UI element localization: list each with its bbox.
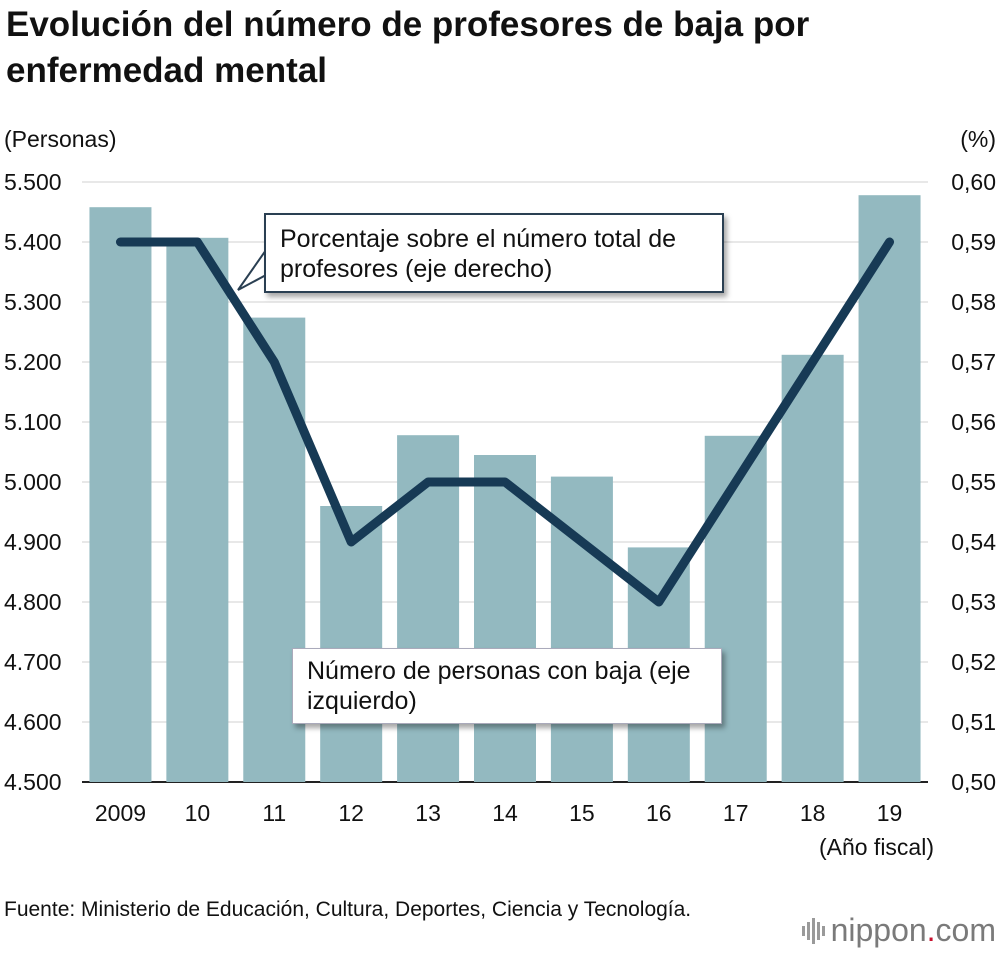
left-tick-label: 5.200 (4, 349, 62, 375)
callout-pointer (237, 246, 267, 291)
left-tick-label: 4.600 (4, 709, 62, 735)
chart-title: Evolución del número de profesores de ba… (6, 5, 810, 90)
x-tick-label: 14 (492, 800, 518, 826)
right-tick-label: 0,52 (951, 649, 996, 675)
right-tick-label: 0,58 (951, 289, 996, 315)
bar (166, 237, 229, 783)
bar (474, 455, 536, 782)
left-tick-label: 5.400 (4, 229, 62, 255)
right-tick-label: 0,51 (951, 709, 996, 735)
right-tick-label: 0,53 (951, 589, 996, 615)
x-tick-label: 2009 (95, 800, 146, 826)
left-tick-label: 5.000 (4, 469, 62, 495)
bar (89, 207, 152, 782)
right-tick-label: 0,57 (951, 349, 996, 375)
x-tick-label: 13 (415, 800, 441, 826)
bar-series-label: Número de personas con baja (eje izquier… (292, 648, 722, 724)
left-tick-label: 4.900 (4, 529, 62, 555)
left-tick-label: 4.800 (4, 589, 62, 615)
x-tick-label: 18 (800, 800, 826, 826)
x-tick-label: 11 (262, 800, 286, 826)
right-tick-label: 0,50 (951, 769, 996, 795)
logo-main-text: nippon (830, 912, 927, 948)
x-tick-label: 17 (723, 800, 749, 826)
left-tick-label: 5.100 (4, 409, 62, 435)
x-tick-label: 12 (338, 800, 364, 826)
x-tick-label: 19 (877, 800, 903, 826)
bar-series (89, 195, 921, 783)
x-tick-label: 16 (646, 800, 672, 826)
nippon-logo: nippon.com (801, 912, 996, 949)
bar (320, 506, 383, 782)
right-axis-unit: (%) (960, 126, 996, 152)
x-axis-unit: (Año fiscal) (818, 834, 934, 860)
left-tick-label: 4.500 (4, 769, 62, 795)
x-tick-label: 10 (185, 800, 211, 826)
chart-area: 5.500 0,60 5.400 0,59 5.300 0,58 5.200 0,57 5.10… (4, 169, 996, 826)
right-tick-label: 0,60 (951, 169, 996, 195)
x-tick-label: 15 (569, 800, 595, 826)
right-tick-label: 0,54 (951, 529, 996, 555)
left-tick-label: 5.300 (4, 289, 62, 315)
bar (704, 435, 767, 782)
bar (858, 195, 921, 782)
bar (781, 354, 844, 782)
logo-bars-icon (801, 917, 825, 944)
tick-labels: 5.500 0,60 5.400 0,59 5.300 0,58 5.200 0,57 5.10… (4, 169, 996, 826)
logo-dot: . (926, 912, 936, 948)
left-axis-unit: (Personas) (4, 126, 117, 152)
line-series-label: Porcentaje sobre el número total de prof… (264, 213, 724, 293)
source-note: Fuente: Ministerio de Educación, Cultura… (4, 898, 692, 921)
right-tick-label: 0,56 (951, 409, 996, 435)
right-tick-label: 0,55 (951, 469, 996, 495)
left-tick-label: 5.500 (4, 169, 62, 195)
right-tick-label: 0,59 (951, 229, 996, 255)
percentage-line (115, 237, 895, 607)
logo-tld-text: com (935, 912, 996, 948)
left-tick-label: 4.700 (4, 649, 62, 675)
